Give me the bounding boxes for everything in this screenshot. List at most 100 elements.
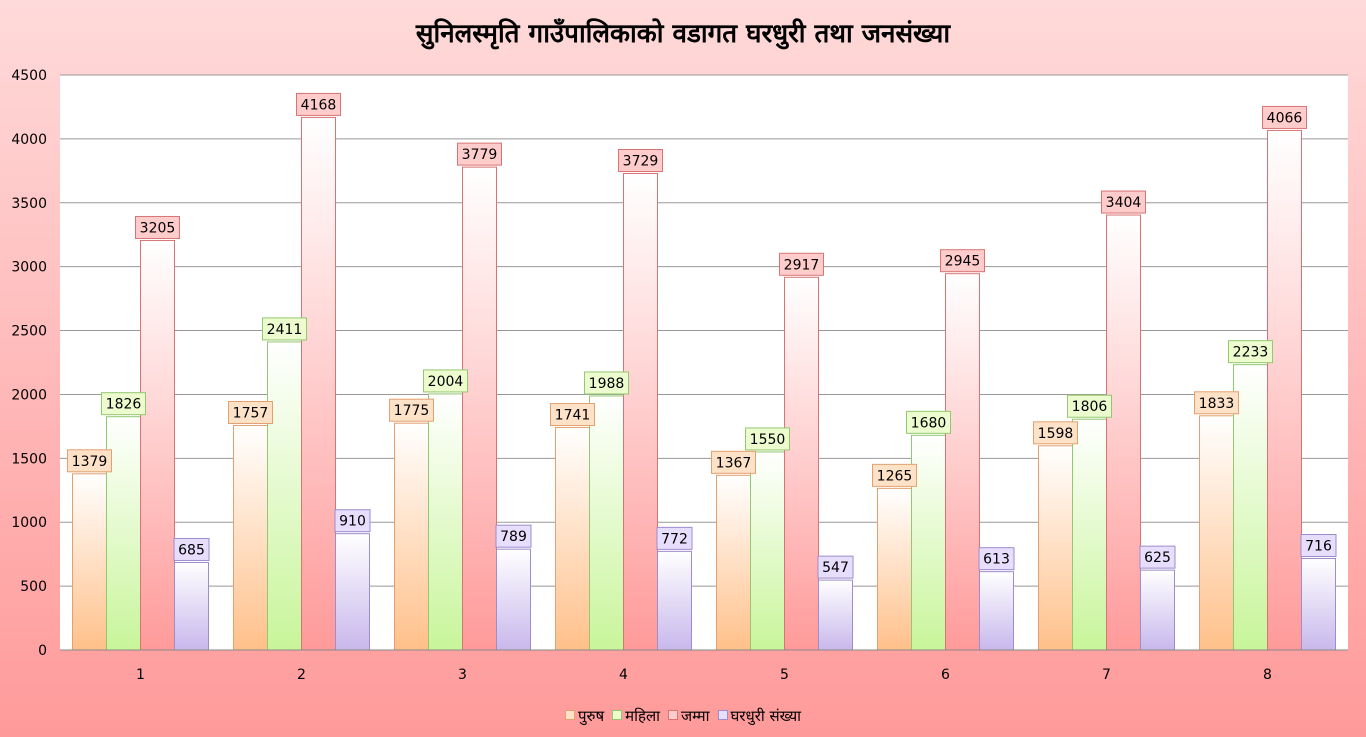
- bar: [979, 571, 1014, 651]
- data-labels: 1379 1826 3205 685 1757 2411 4168 910 1775 2004 37…: [67, 92, 1337, 579]
- data-label: 547: [822, 560, 849, 576]
- data-label: 1741: [555, 408, 591, 424]
- data-label: 1775: [394, 403, 430, 419]
- x-tick-label: 8: [1263, 667, 1272, 683]
- data-label: 4066: [1267, 110, 1303, 126]
- data-label: 685: [178, 542, 205, 558]
- data-label-box: [495, 524, 532, 548]
- y-tick-label: 3000: [11, 260, 47, 276]
- bar: [1301, 558, 1336, 651]
- data-label: 1988: [589, 376, 625, 392]
- bar: [174, 561, 209, 651]
- data-label: 3779: [462, 147, 498, 163]
- legend-swatch: [668, 710, 679, 720]
- data-label-box: [779, 252, 824, 276]
- data-label-box: [711, 450, 756, 474]
- data-label-box: [1262, 105, 1307, 129]
- data-label: 625: [1144, 550, 1171, 566]
- legend-swatch: [564, 710, 575, 720]
- x-tick-label: 2: [297, 667, 306, 683]
- x-tick-label: 7: [1102, 667, 1111, 683]
- data-label-box: [1300, 534, 1337, 558]
- data-label: 1598: [1038, 426, 1074, 442]
- bar: [301, 116, 336, 651]
- x-tick-label: 3: [458, 667, 467, 683]
- bar: [911, 434, 946, 651]
- data-label-box: [262, 317, 307, 341]
- data-label: 3404: [1106, 195, 1142, 211]
- legend: पुरुष महिला जम्मा घरधुरी संख्या: [0, 706, 1366, 726]
- data-label-box: [1228, 340, 1273, 364]
- y-tick-label: 4000: [11, 132, 47, 148]
- legend-swatch: [612, 710, 623, 720]
- bar: [623, 173, 658, 651]
- data-label-box: [906, 410, 951, 434]
- legend-label: घरधुरी संख्या: [730, 707, 802, 725]
- bar: [72, 473, 107, 651]
- data-label-box: [228, 400, 273, 424]
- bar: [784, 276, 819, 651]
- data-label: 1265: [877, 468, 913, 484]
- data-label-box: [173, 537, 210, 561]
- bar: [1072, 418, 1107, 651]
- data-label-box: [423, 369, 468, 393]
- data-label: 2945: [945, 254, 981, 270]
- y-tick-label: 1500: [11, 451, 47, 467]
- data-label: 2411: [267, 322, 303, 338]
- bar: [657, 550, 692, 651]
- y-tick-label: 1000: [11, 515, 47, 531]
- y-tick-label: 4500: [11, 68, 47, 84]
- data-label-box: [1139, 545, 1176, 569]
- bar: [1038, 445, 1073, 651]
- legend-label: जम्मा: [681, 707, 710, 725]
- bars: [72, 116, 1336, 651]
- data-label-box: [584, 371, 629, 395]
- data-label: 1833: [1199, 396, 1235, 412]
- x-tick-label: 5: [780, 667, 789, 683]
- data-label-box: [67, 449, 112, 473]
- bar: [750, 451, 785, 651]
- bar: [335, 533, 370, 651]
- data-label-box: [1194, 391, 1239, 415]
- y-tick-label: 0: [38, 643, 47, 659]
- bar: [496, 548, 531, 651]
- data-label: 716: [1305, 539, 1332, 555]
- legend-label: पुरुष: [577, 707, 605, 725]
- bar: [589, 395, 624, 651]
- data-label-box: [872, 463, 917, 487]
- data-label: 1379: [72, 454, 108, 470]
- y-tick-label: 2000: [11, 387, 47, 403]
- bar: [1106, 214, 1141, 651]
- data-label: 772: [661, 531, 688, 547]
- legend-item: जम्मा: [668, 706, 710, 726]
- legend-item: पुरुष: [564, 706, 605, 726]
- data-label-box: [745, 427, 790, 451]
- bar: [140, 239, 175, 651]
- data-label-box: [550, 403, 595, 427]
- y-tick-label: 3500: [11, 196, 47, 212]
- bar: [1140, 569, 1175, 651]
- data-label: 613: [983, 552, 1010, 568]
- x-tick-label: 4: [619, 667, 628, 683]
- data-label-box: [334, 509, 371, 533]
- data-label-box: [1067, 394, 1112, 418]
- chart-title: सुनिलस्मृति गाउँपालिकाको वडागत घरधुरी तथ…: [415, 19, 951, 49]
- x-axis-ticks: 1 2 3 4 5 6 7 8: [136, 667, 1272, 683]
- data-label: 2004: [428, 374, 464, 390]
- bar: [945, 273, 980, 651]
- data-label: 1680: [911, 415, 947, 431]
- bar: [233, 424, 268, 651]
- bar: [1267, 129, 1302, 651]
- data-label-box: [457, 142, 502, 166]
- data-label-box: [101, 392, 146, 416]
- data-label-box: [817, 555, 854, 579]
- data-label: 1826: [106, 397, 142, 413]
- x-tick-label: 6: [941, 667, 950, 683]
- bar: [877, 487, 912, 651]
- data-label-box: [1101, 190, 1146, 214]
- bar: [428, 393, 463, 651]
- data-label: 910: [339, 514, 366, 530]
- data-label-box: [656, 526, 693, 550]
- x-tick-label: 1: [136, 667, 145, 683]
